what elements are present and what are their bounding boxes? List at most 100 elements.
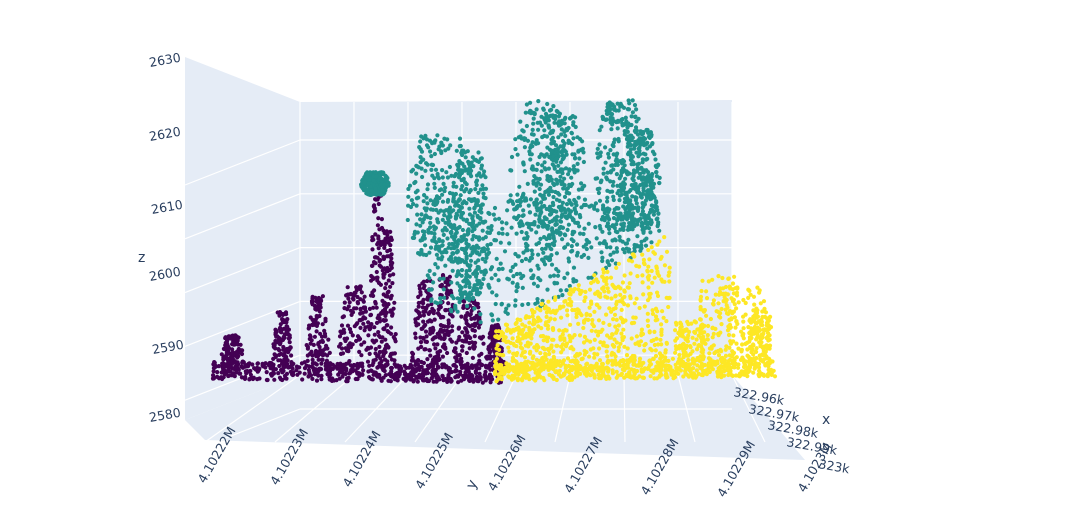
- data-point-3053: [528, 109, 533, 114]
- data-point-1029: [657, 373, 663, 378]
- data-point-4708: [528, 349, 533, 354]
- data-point-2962: [525, 181, 530, 186]
- data-point-1547: [373, 301, 378, 306]
- data-point-4856: [595, 333, 601, 338]
- data-point-407: [317, 366, 322, 371]
- data-point-57: [319, 377, 324, 382]
- data-point-1276: [320, 294, 325, 299]
- data-point-1350: [307, 333, 313, 338]
- data-point-4258: [574, 368, 579, 373]
- data-point-4971: [701, 309, 707, 314]
- data-point-3139: [581, 159, 587, 165]
- data-point-445: [371, 372, 376, 377]
- data-point-4105: [540, 219, 545, 224]
- data-point-4663: [628, 296, 633, 301]
- data-point-1890: [443, 279, 448, 284]
- data-point-319: [263, 361, 268, 366]
- data-point-4752: [577, 333, 583, 338]
- data-point-1146: [235, 355, 240, 360]
- data-point-2934: [528, 100, 533, 105]
- data-point-4496: [607, 306, 612, 311]
- data-point-4805: [511, 351, 517, 356]
- data-point-3244: [547, 204, 553, 209]
- data-point-3340: [604, 175, 609, 180]
- data-point-2135: [488, 361, 493, 366]
- data-point-4343: [610, 368, 615, 373]
- data-point-1257: [284, 325, 289, 330]
- data-point-2816: [479, 249, 484, 254]
- data-point-1352: [326, 337, 331, 342]
- data-point-879: [526, 373, 531, 378]
- data-point-1696: [382, 318, 387, 323]
- data-point-4535: [547, 351, 552, 357]
- data-point-4980: [700, 278, 705, 283]
- data-point-4307: [618, 286, 623, 291]
- data-point-440: [407, 365, 412, 370]
- data-point-3434: [595, 146, 600, 151]
- data-point-2433: [423, 168, 428, 173]
- data-point-3248: [572, 156, 578, 161]
- data-point-3273: [579, 205, 584, 210]
- data-point-857: [501, 371, 507, 377]
- data-point-331: [257, 376, 262, 381]
- data-point-1776: [413, 317, 418, 322]
- data-point-2956: [536, 127, 541, 132]
- data-point-2875: [551, 104, 556, 109]
- data-point-4743: [641, 261, 647, 266]
- data-point-4651: [558, 305, 564, 310]
- data-point-225: [284, 376, 289, 381]
- data-point-3968: [500, 266, 505, 271]
- data-point-4216: [446, 197, 451, 203]
- data-point-4608: [528, 341, 533, 346]
- data-point-4582: [653, 348, 658, 353]
- data-point-3978: [556, 269, 561, 274]
- data-point-3224: [569, 130, 574, 135]
- data-point-3788: [600, 258, 605, 264]
- data-point-4566: [538, 351, 543, 356]
- data-point-1347: [310, 357, 315, 362]
- data-point-4465: [603, 294, 608, 299]
- data-point-1682: [384, 229, 389, 234]
- back-wall-left: [185, 57, 300, 420]
- data-point-3857: [549, 262, 555, 267]
- data-point-4261: [664, 249, 670, 254]
- data-point-1584: [378, 258, 383, 263]
- data-point-4811: [602, 289, 607, 294]
- data-point-4073: [648, 230, 653, 235]
- data-point-516: [397, 366, 402, 371]
- data-point-4353: [610, 332, 615, 337]
- data-point-2510: [414, 171, 419, 176]
- data-point-3137: [542, 117, 547, 123]
- data-point-1134: [228, 336, 233, 341]
- data-point-1790: [409, 358, 415, 363]
- data-point-1249: [285, 330, 290, 335]
- data-point-4141: [514, 284, 519, 289]
- data-point-4748: [613, 324, 618, 329]
- data-point-4176: [577, 224, 582, 229]
- data-point-2549: [429, 167, 434, 172]
- data-point-3288: [570, 218, 576, 223]
- data-point-3685: [643, 157, 649, 162]
- data-point-3433: [616, 136, 621, 142]
- data-point-3454: [621, 221, 627, 226]
- data-point-4779: [546, 307, 552, 312]
- data-point-3282: [532, 174, 537, 179]
- data-point-1419: [366, 320, 371, 325]
- data-point-1406: [362, 294, 367, 299]
- data-point-4981: [718, 315, 723, 320]
- data-point-1668: [386, 289, 391, 294]
- data-point-4677: [631, 315, 636, 320]
- data-point-4083: [471, 288, 476, 293]
- data-point-4590: [582, 320, 587, 325]
- data-point-4103: [585, 239, 590, 244]
- data-point-2841: [530, 127, 535, 132]
- data-point-471: [448, 379, 454, 384]
- data-point-2635: [485, 247, 490, 252]
- data-point-2414: [411, 201, 416, 207]
- data-point-2111: [484, 365, 489, 370]
- data-point-3619: [636, 146, 641, 151]
- data-point-998: [498, 371, 503, 376]
- data-point-4070: [597, 223, 602, 229]
- data-point-4951: [706, 323, 711, 329]
